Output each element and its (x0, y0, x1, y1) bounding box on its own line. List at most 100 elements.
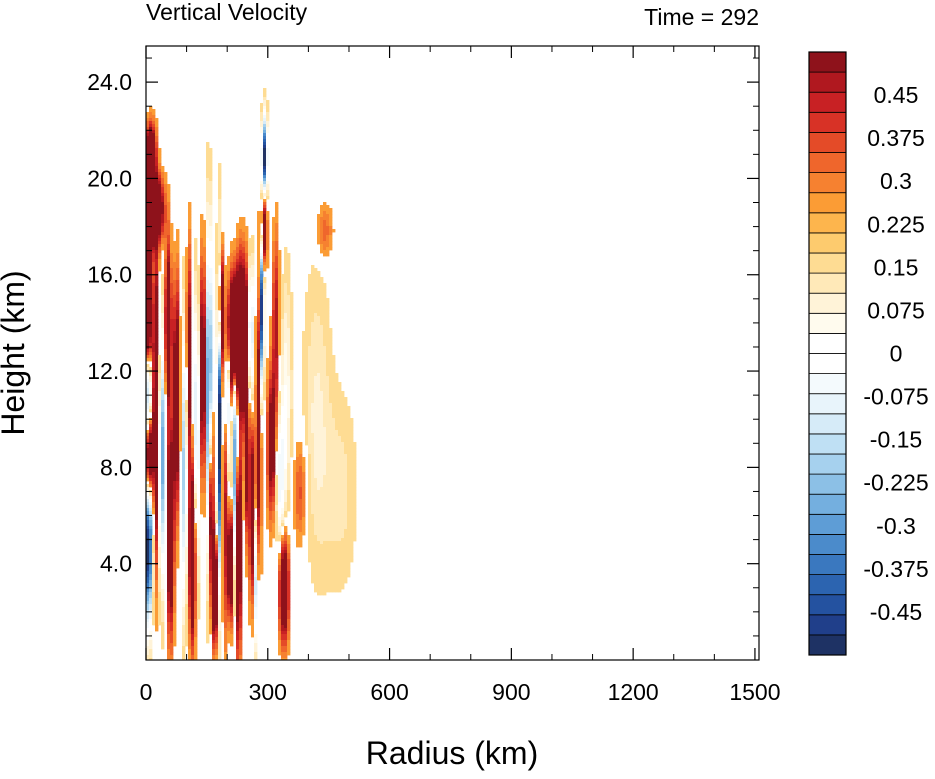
field-cell (155, 418, 159, 422)
field-cell (164, 208, 168, 212)
field-cell (335, 406, 339, 410)
field-cell (230, 427, 234, 431)
field-cell (275, 271, 279, 275)
field-cell (248, 448, 252, 452)
field-cell (206, 397, 210, 401)
field-cell (164, 343, 168, 347)
field-cell (320, 289, 324, 293)
field-cell (269, 337, 273, 341)
field-cell (206, 157, 210, 161)
field-cell (257, 355, 261, 359)
field-cell (287, 265, 291, 269)
field-cell (218, 241, 222, 245)
field-cell (335, 472, 339, 476)
field-cell (323, 469, 327, 473)
field-cell (299, 445, 303, 449)
field-cell (332, 382, 336, 386)
field-cell (161, 385, 165, 389)
field-cell (173, 316, 177, 320)
field-cell (203, 319, 207, 323)
field-cell (218, 166, 222, 170)
field-cell (317, 343, 321, 347)
field-cell (152, 124, 156, 128)
field-cell (257, 451, 261, 455)
field-cell (209, 325, 213, 329)
field-cell (314, 385, 318, 389)
field-cell (188, 475, 192, 479)
field-cell (200, 295, 204, 299)
field-cell (260, 463, 264, 467)
field-cell (320, 310, 324, 314)
field-cell (260, 133, 264, 137)
field-cell (236, 232, 240, 236)
field-cell (164, 205, 168, 209)
field-cell (317, 472, 321, 476)
field-cell (224, 301, 228, 305)
field-cell (323, 475, 327, 479)
field-cell (266, 418, 270, 422)
field-cell (287, 337, 291, 341)
field-cell (245, 367, 249, 371)
field-cell (263, 121, 267, 125)
field-cell (194, 397, 198, 401)
field-cell (152, 271, 156, 275)
field-cell (158, 187, 162, 191)
field-cell (335, 454, 339, 458)
field-cell (260, 439, 264, 443)
field-cell (161, 166, 165, 170)
field-cell (245, 226, 249, 230)
field-cell (164, 226, 168, 230)
field-cell (245, 331, 249, 335)
field-cell (152, 172, 156, 176)
field-cell (158, 211, 162, 215)
field-cell (260, 220, 264, 224)
field-cell (308, 343, 312, 347)
field-cell (245, 283, 249, 287)
field-cell (146, 175, 150, 179)
field-cell (281, 349, 285, 353)
field-cell (293, 463, 297, 467)
field-cell (155, 469, 159, 473)
field-cell (260, 313, 264, 317)
field-cell (215, 334, 219, 338)
field-cell (215, 451, 219, 455)
field-cell (176, 355, 180, 359)
field-cell (152, 436, 156, 440)
field-cell (230, 301, 234, 305)
field-cell (317, 355, 321, 359)
field-cell (206, 253, 210, 257)
field-cell (197, 271, 201, 275)
field-cell (170, 379, 174, 383)
field-cell (221, 457, 225, 461)
field-cell (320, 352, 324, 356)
field-cell (317, 421, 321, 425)
field-cell (248, 256, 252, 260)
field-cell (152, 277, 156, 281)
field-cell (182, 346, 186, 350)
field-cell (347, 409, 351, 413)
field-cell (224, 316, 228, 320)
field-cell (152, 319, 156, 323)
field-cell (266, 235, 270, 239)
field-cell (221, 313, 225, 317)
field-cell (152, 334, 156, 338)
field-cell (296, 457, 300, 461)
field-cell (257, 226, 261, 230)
field-cell (266, 388, 270, 392)
field-cell (221, 382, 225, 386)
field-cell (305, 355, 309, 359)
field-cell (179, 439, 183, 443)
field-cell (272, 436, 276, 440)
field-cell (200, 379, 204, 383)
field-cell (251, 331, 255, 335)
field-cell (323, 292, 327, 296)
field-cell (257, 325, 261, 329)
field-cell (218, 355, 222, 359)
field-cell (323, 355, 327, 359)
field-cell (302, 463, 306, 467)
field-cell (206, 400, 210, 404)
field-cell (176, 280, 180, 284)
field-cell (221, 334, 225, 338)
field-cell (272, 322, 276, 326)
field-cell (323, 223, 327, 227)
